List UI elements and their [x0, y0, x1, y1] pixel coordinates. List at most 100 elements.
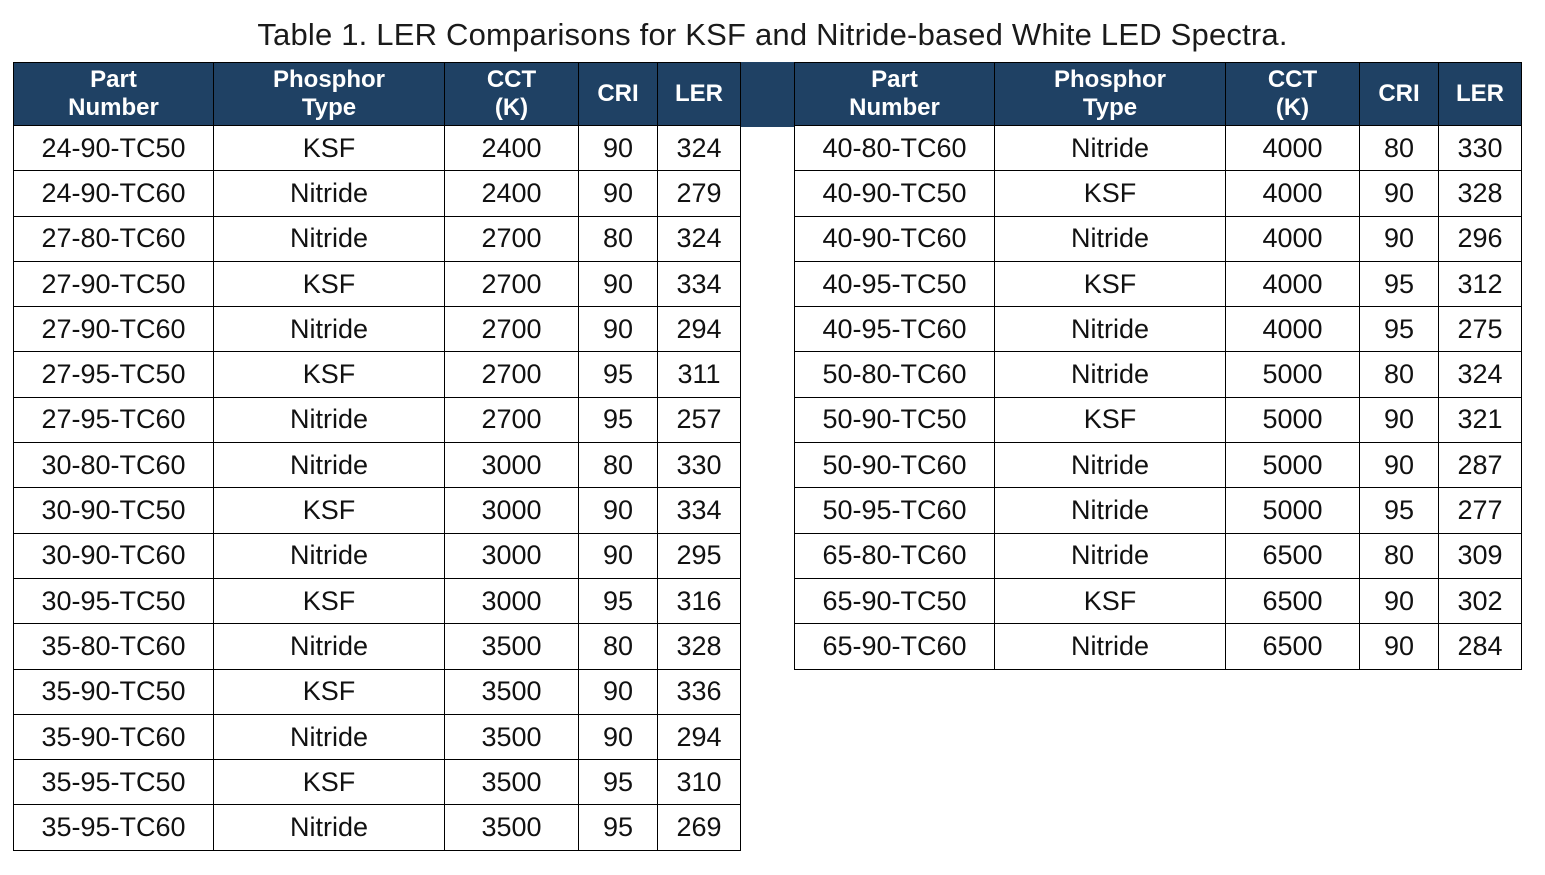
cell-phosphor-type: KSF [213, 351, 445, 398]
table-row: 27-95-TC60 Nitride 2700 95 257 [13, 396, 741, 444]
cell-phosphor-type: KSF [994, 260, 1226, 308]
table-row: 65-90-TC50 KSF 6500 90 302 [794, 577, 1522, 625]
cell-cri: 95 [578, 759, 658, 806]
cell-cct-k: 4000 [1225, 124, 1360, 172]
table-row: 30-80-TC60 Nitride 3000 80 330 [13, 442, 741, 489]
cell-part-number: 40-80-TC60 [794, 124, 995, 172]
table-row: 30-95-TC50 KSF 3000 95 316 [13, 577, 741, 625]
cell-phosphor-type: Nitride [994, 442, 1226, 489]
cell-cct-k: 2700 [444, 351, 579, 398]
led-table-left: Part Number Phosphor Type CCT (K) CRI LE… [13, 62, 741, 851]
table-row: 40-95-TC60 Nitride 4000 95 275 [794, 306, 1522, 353]
cell-ler: 312 [1438, 260, 1522, 308]
cell-ler: 257 [657, 396, 741, 444]
cell-ler: 295 [657, 532, 741, 579]
cell-part-number: 30-80-TC60 [13, 442, 214, 489]
cell-cri: 95 [1359, 260, 1439, 308]
column-header-cct-k: CCT (K) [444, 62, 579, 126]
cell-ler: 277 [1438, 487, 1522, 534]
cell-part-number: 40-90-TC50 [794, 170, 995, 217]
cell-cct-k: 5000 [1225, 487, 1360, 534]
cell-cri: 90 [578, 668, 658, 715]
cell-part-number: 27-90-TC60 [13, 306, 214, 353]
cell-cri: 90 [1359, 577, 1439, 625]
cell-phosphor-type: Nitride [213, 804, 445, 851]
cell-part-number: 24-90-TC50 [13, 124, 214, 172]
cell-ler: 269 [657, 804, 741, 851]
cell-part-number: 50-90-TC50 [794, 396, 995, 444]
cell-cct-k: 3000 [444, 442, 579, 489]
table-row: 27-90-TC50 KSF 2700 90 334 [13, 260, 741, 308]
cell-phosphor-type: Nitride [994, 487, 1226, 534]
cell-part-number: 35-80-TC60 [13, 623, 214, 670]
cell-ler: 316 [657, 577, 741, 625]
cell-cri: 90 [578, 306, 658, 353]
table-row: 40-80-TC60 Nitride 4000 80 330 [794, 124, 1522, 172]
table-row: 40-95-TC50 KSF 4000 95 312 [794, 260, 1522, 308]
cell-phosphor-type: Nitride [994, 306, 1226, 353]
cell-phosphor-type: Nitride [213, 532, 445, 579]
table-row: 30-90-TC50 KSF 3000 90 334 [13, 487, 741, 534]
cell-cri: 95 [578, 351, 658, 398]
cell-part-number: 30-90-TC50 [13, 487, 214, 534]
tables-container: Part Number Phosphor Type CCT (K) CRI LE… [13, 62, 1532, 851]
cell-ler: 321 [1438, 396, 1522, 444]
cell-part-number: 50-80-TC60 [794, 351, 995, 398]
cell-part-number: 40-95-TC50 [794, 260, 995, 308]
table-row: 35-90-TC60 Nitride 3500 90 294 [13, 713, 741, 761]
cell-phosphor-type: KSF [213, 577, 445, 625]
column-header-phosphor-type: Phosphor Type [994, 62, 1226, 126]
cell-part-number: 35-95-TC60 [13, 804, 214, 851]
led-table-right: Part Number Phosphor Type CCT (K) CRI LE… [794, 62, 1522, 670]
cell-phosphor-type: KSF [213, 487, 445, 534]
cell-cct-k: 4000 [1225, 170, 1360, 217]
cell-part-number: 50-95-TC60 [794, 487, 995, 534]
column-header-cri: CRI [1359, 62, 1439, 126]
cell-cct-k: 5000 [1225, 442, 1360, 489]
cell-cct-k: 3500 [444, 668, 579, 715]
cell-part-number: 27-95-TC50 [13, 351, 214, 398]
cell-phosphor-type: KSF [213, 759, 445, 806]
cell-ler: 284 [1438, 623, 1522, 670]
cell-cct-k: 2400 [444, 124, 579, 172]
cell-ler: 279 [657, 170, 741, 217]
table-title: Table 1. LER Comparisons for KSF and Nit… [257, 17, 1288, 52]
table-row: 40-90-TC60 Nitride 4000 90 296 [794, 215, 1522, 262]
cell-cri: 80 [578, 215, 658, 262]
cell-cri: 90 [1359, 396, 1439, 444]
cell-cct-k: 2400 [444, 170, 579, 217]
cell-cri: 95 [578, 804, 658, 851]
table-row: 35-90-TC50 KSF 3500 90 336 [13, 668, 741, 715]
table-row: 40-90-TC50 KSF 4000 90 328 [794, 170, 1522, 217]
cell-part-number: 27-95-TC60 [13, 396, 214, 444]
table-row: 30-90-TC60 Nitride 3000 90 295 [13, 532, 741, 579]
cell-cct-k: 3500 [444, 623, 579, 670]
cell-ler: 324 [1438, 351, 1522, 398]
cell-cri: 80 [1359, 124, 1439, 172]
cell-cri: 90 [578, 713, 658, 761]
cell-part-number: 35-95-TC50 [13, 759, 214, 806]
table-row: 35-95-TC50 KSF 3500 95 310 [13, 759, 741, 806]
cell-ler: 287 [1438, 442, 1522, 489]
cell-part-number: 65-80-TC60 [794, 532, 995, 579]
cell-part-number: 27-90-TC50 [13, 260, 214, 308]
cell-cct-k: 2700 [444, 215, 579, 262]
cell-part-number: 35-90-TC50 [13, 668, 214, 715]
cell-ler: 296 [1438, 215, 1522, 262]
cell-cct-k: 5000 [1225, 396, 1360, 444]
cell-cct-k: 3000 [444, 487, 579, 534]
cell-ler: 330 [657, 442, 741, 489]
table-row: 27-80-TC60 Nitride 2700 80 324 [13, 215, 741, 262]
cell-cri: 90 [578, 487, 658, 534]
table-row: 50-90-TC50 KSF 5000 90 321 [794, 396, 1522, 444]
cell-phosphor-type: Nitride [994, 351, 1226, 398]
cell-phosphor-type: Nitride [213, 396, 445, 444]
cell-part-number: 24-90-TC60 [13, 170, 214, 217]
table-row: 50-90-TC60 Nitride 5000 90 287 [794, 442, 1522, 489]
cell-phosphor-type: Nitride [213, 306, 445, 353]
column-header-ler: LER [1438, 62, 1522, 126]
cell-part-number: 35-90-TC60 [13, 713, 214, 761]
cell-cri: 95 [1359, 487, 1439, 534]
cell-ler: 294 [657, 713, 741, 761]
